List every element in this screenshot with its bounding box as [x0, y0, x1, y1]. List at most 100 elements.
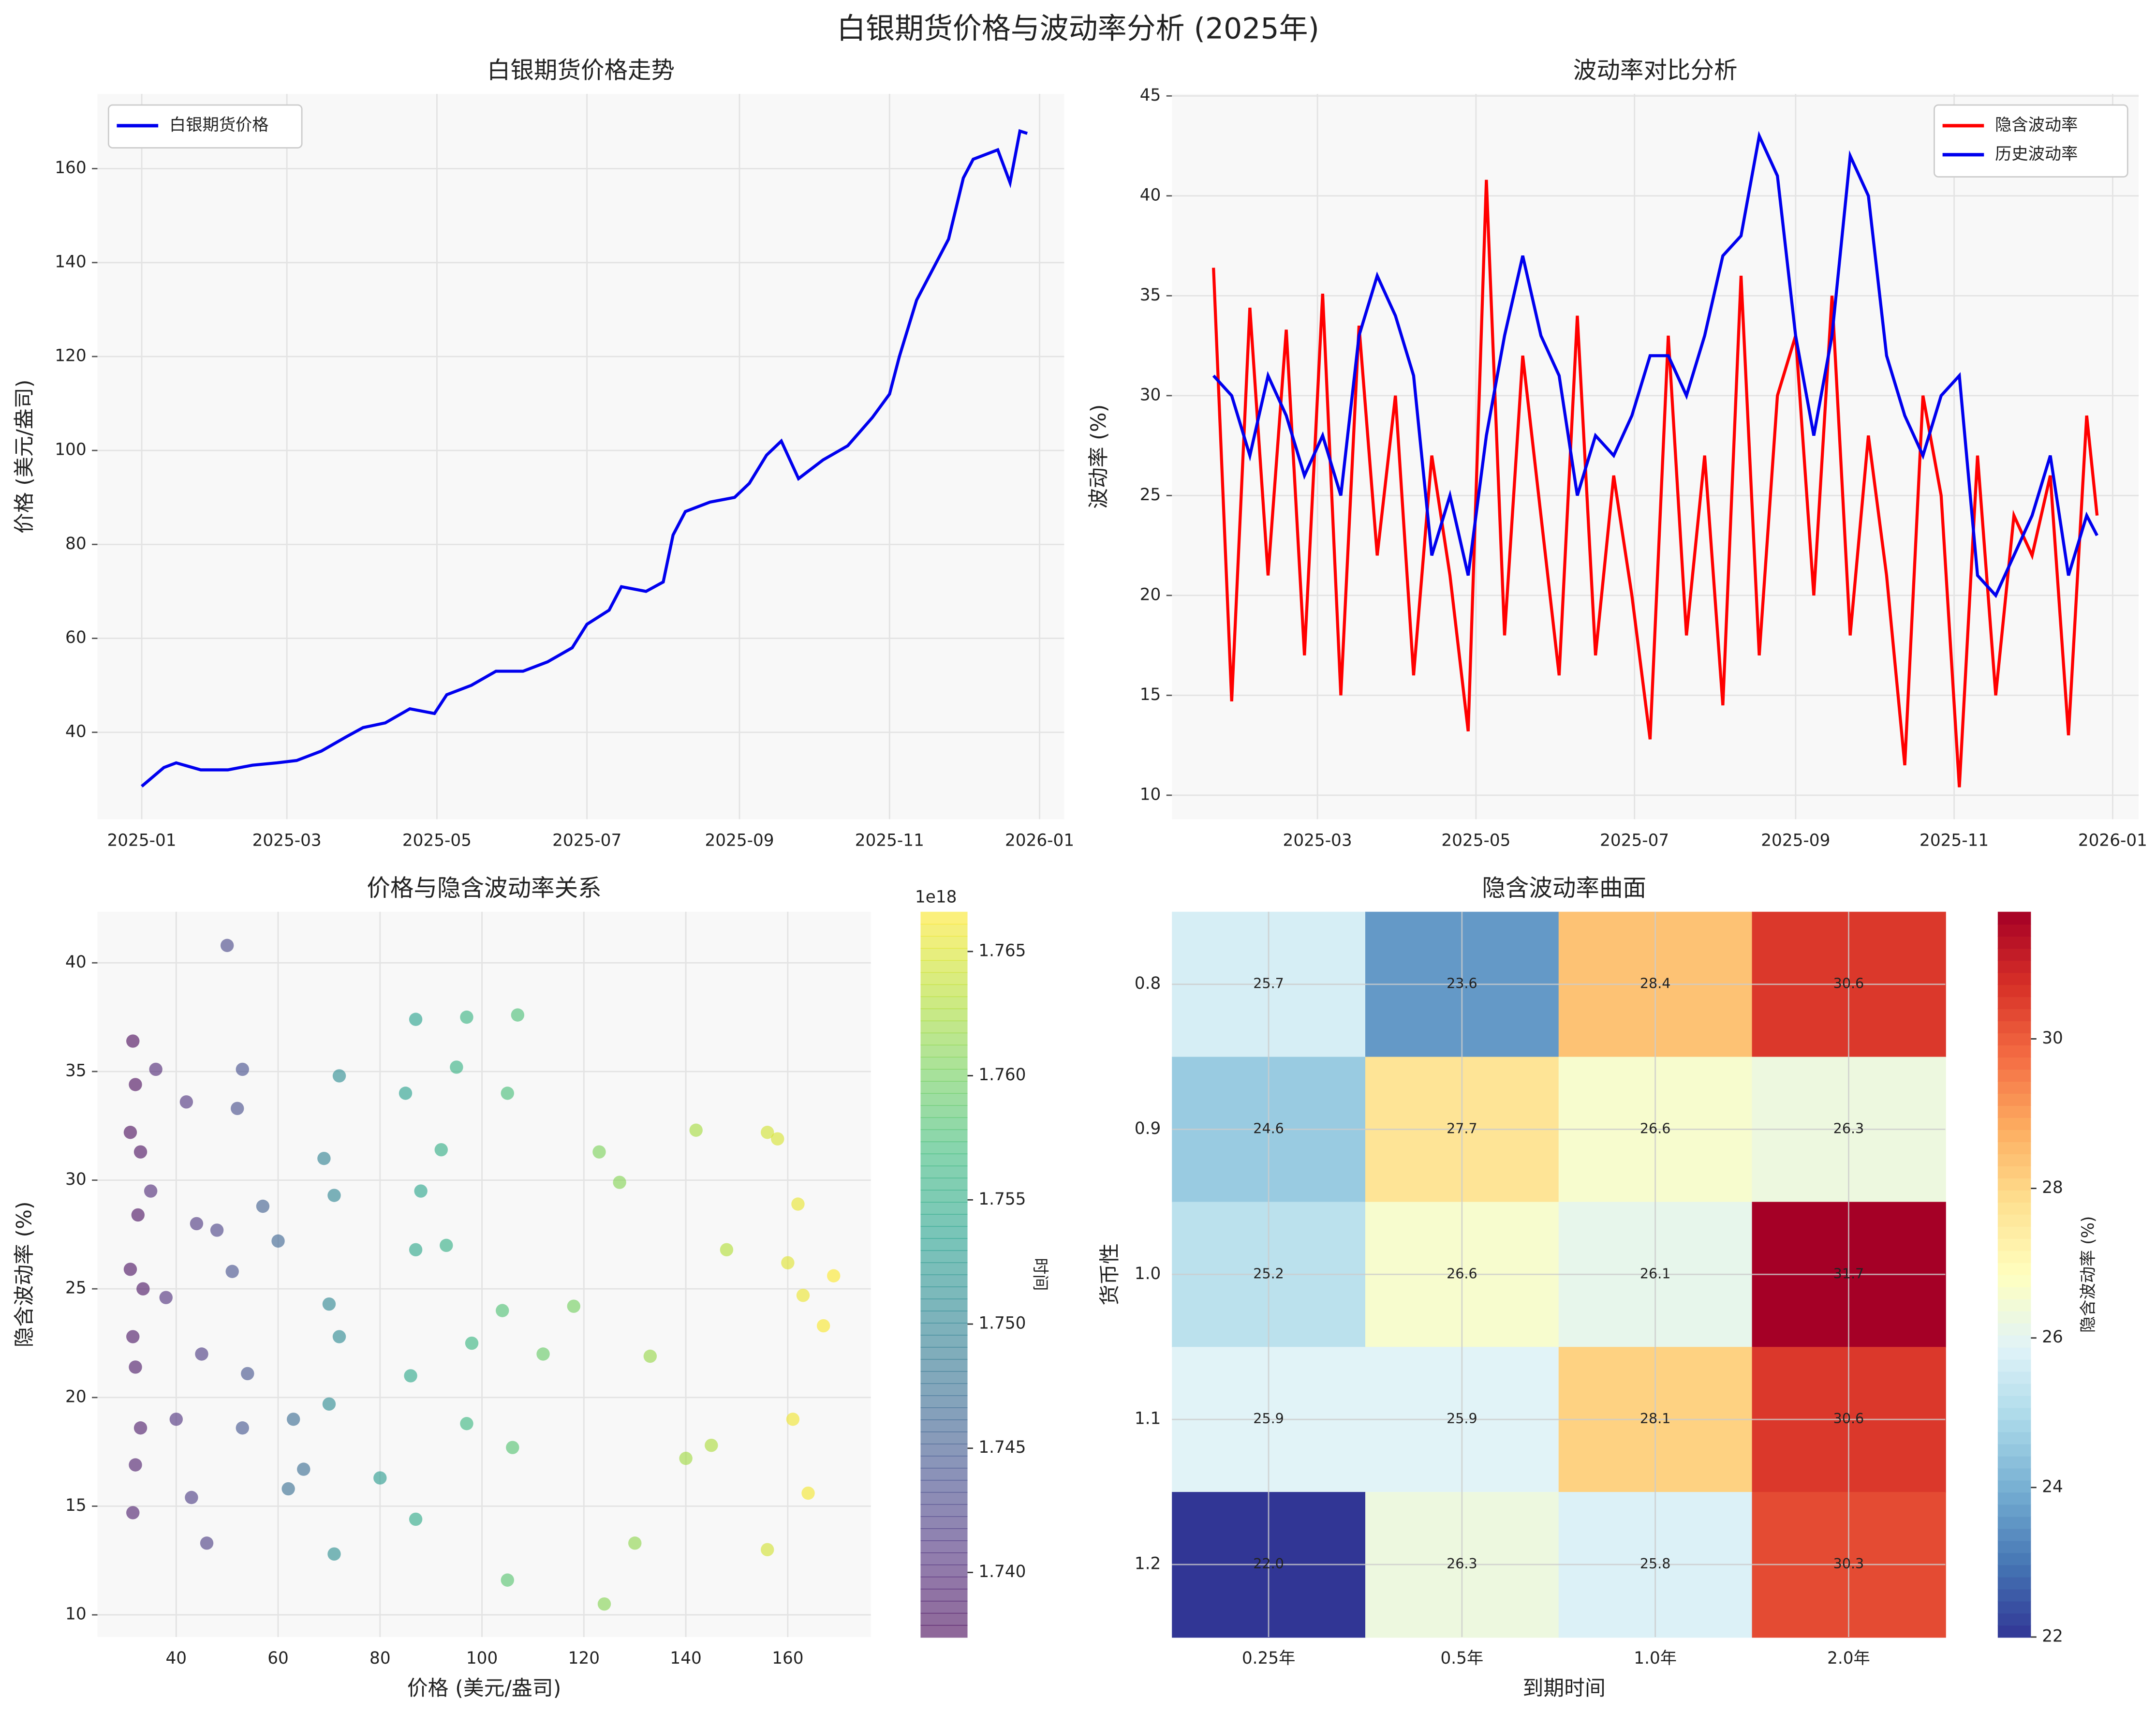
- scatter-point: [536, 1347, 550, 1361]
- y-tick-label: 0.8: [1135, 974, 1161, 993]
- scatter-point: [236, 1421, 250, 1435]
- colorbar-segment: [920, 1274, 968, 1287]
- scatter-point: [460, 1010, 473, 1024]
- colorbar-segment: [920, 1298, 968, 1311]
- colorbar-segment: [920, 1431, 968, 1445]
- colorbar-segment: [1997, 1057, 2031, 1070]
- y-axis-label: 隐含波动率 (%): [12, 1201, 36, 1347]
- cell-label: 28.4: [1640, 975, 1671, 992]
- x-tick-label: 2025-11: [1920, 831, 1989, 850]
- scatter-point: [409, 1013, 423, 1026]
- colorbar-segment: [1997, 960, 2031, 973]
- colorbar-segment: [1997, 996, 2031, 1010]
- colorbar-segment: [920, 1419, 968, 1432]
- x-tick-label: 0.25年: [1242, 1649, 1296, 1668]
- y-tick-label: 40: [65, 722, 87, 741]
- y-tick-label: 30: [1140, 385, 1161, 404]
- colorbar-segment: [1997, 1492, 2031, 1505]
- scatter-point: [496, 1304, 509, 1317]
- cell-label: 26.6: [1447, 1265, 1477, 1281]
- y-tick-label: 1.2: [1135, 1554, 1161, 1574]
- y-tick-label: 30: [65, 1170, 87, 1189]
- y-tick-label: 20: [65, 1387, 87, 1406]
- scatter-point: [679, 1451, 693, 1465]
- scatter-point: [149, 1062, 162, 1076]
- colorbar-tick-label: 24: [2042, 1477, 2063, 1496]
- colorbar-segment: [920, 1129, 968, 1142]
- cell-label: 24.6: [1253, 1120, 1284, 1136]
- scatter-point: [613, 1176, 626, 1189]
- colorbar-segment: [1997, 1564, 2031, 1578]
- colorbar-segment: [920, 1214, 968, 1227]
- colorbar-segment: [1997, 1431, 2031, 1445]
- x-tick-label: 0.5年: [1441, 1649, 1484, 1668]
- scatter-point: [123, 1263, 137, 1276]
- scatter-point: [705, 1438, 718, 1452]
- scatter-point: [761, 1543, 774, 1557]
- scatter-point: [231, 1102, 244, 1116]
- colorbar-segment: [920, 1371, 968, 1384]
- scatter-point: [399, 1087, 413, 1100]
- cell-label: 26.3: [1447, 1555, 1477, 1572]
- colorbar-offset: 1e18: [915, 888, 957, 907]
- x-tick-label: 160: [772, 1649, 803, 1668]
- colorbar-segment: [920, 1153, 968, 1166]
- y-tick-label: 10: [65, 1605, 87, 1624]
- scatter-point: [159, 1291, 173, 1304]
- colorbar-segment: [1997, 1020, 2031, 1034]
- colorbar-segment: [920, 1117, 968, 1130]
- colorbar-segment: [920, 1407, 968, 1420]
- scatter-point: [271, 1234, 285, 1248]
- colorbar-tick-label: 26: [2042, 1327, 2063, 1347]
- scatter-point: [501, 1087, 514, 1100]
- chart-title: 价格与隐含波动率关系: [367, 875, 601, 902]
- colorbar-segment: [920, 1588, 968, 1602]
- colorbar-segment: [1997, 1395, 2031, 1408]
- scatter-point: [450, 1060, 463, 1074]
- scatter-point: [689, 1123, 703, 1137]
- colorbar-tick-label: 1.765: [978, 941, 1026, 960]
- colorbar-segment: [1997, 1600, 2031, 1614]
- x-tick-label: 2025-01: [107, 831, 176, 850]
- y-tick-label: 20: [1140, 585, 1161, 604]
- colorbar-segment: [920, 1177, 968, 1191]
- scatter-point: [256, 1199, 270, 1213]
- colorbar-segment: [920, 1044, 968, 1058]
- scatter-point: [786, 1413, 800, 1426]
- x-tick-label: 100: [466, 1649, 498, 1668]
- scatter-point: [210, 1223, 224, 1237]
- colorbar-segment: [1997, 1323, 2031, 1336]
- colorbar-segment: [920, 1504, 968, 1517]
- y-tick-label: 40: [65, 953, 87, 972]
- colorbar-segment: [1997, 1468, 2031, 1481]
- scatter-point: [322, 1297, 336, 1311]
- colorbar-segment: [920, 1165, 968, 1178]
- colorbar-segment: [920, 911, 968, 925]
- scatter-point: [200, 1536, 214, 1550]
- scatter-point: [791, 1197, 805, 1211]
- colorbar-segment: [920, 1250, 968, 1263]
- legend-label: 隐含波动率: [1995, 115, 2078, 134]
- colorbar-tick-label: 30: [2042, 1028, 2063, 1048]
- scatter-point: [409, 1512, 423, 1526]
- colorbar-segment: [920, 936, 968, 949]
- x-tick-label: 2.0年: [1827, 1649, 1870, 1668]
- colorbar-segment: [1997, 1347, 2031, 1360]
- scatter-point: [126, 1330, 140, 1343]
- colorbar-segment: [1997, 1165, 2031, 1178]
- colorbar-segment: [1997, 1504, 2031, 1517]
- colorbar-tick-label: 1.755: [978, 1190, 1026, 1209]
- colorbar-segment: [920, 1492, 968, 1505]
- x-axis-label: 到期时间: [1523, 1676, 1606, 1700]
- x-tick-label: 2025-07: [552, 831, 621, 850]
- colorbar-segment: [1997, 1311, 2031, 1324]
- chart-title: 白银期货价格走势: [487, 57, 675, 84]
- cell-label: 30.3: [1833, 1555, 1864, 1572]
- data-line: [1212, 131, 2098, 598]
- x-tick-label: 2025-05: [1441, 831, 1510, 850]
- colorbar-segment: [920, 1552, 968, 1565]
- scatter-point: [816, 1319, 830, 1333]
- colorbar-tick-label: 1.750: [978, 1314, 1026, 1333]
- colorbar-segment: [1997, 1238, 2031, 1251]
- x-tick-label: 2025-11: [855, 831, 924, 850]
